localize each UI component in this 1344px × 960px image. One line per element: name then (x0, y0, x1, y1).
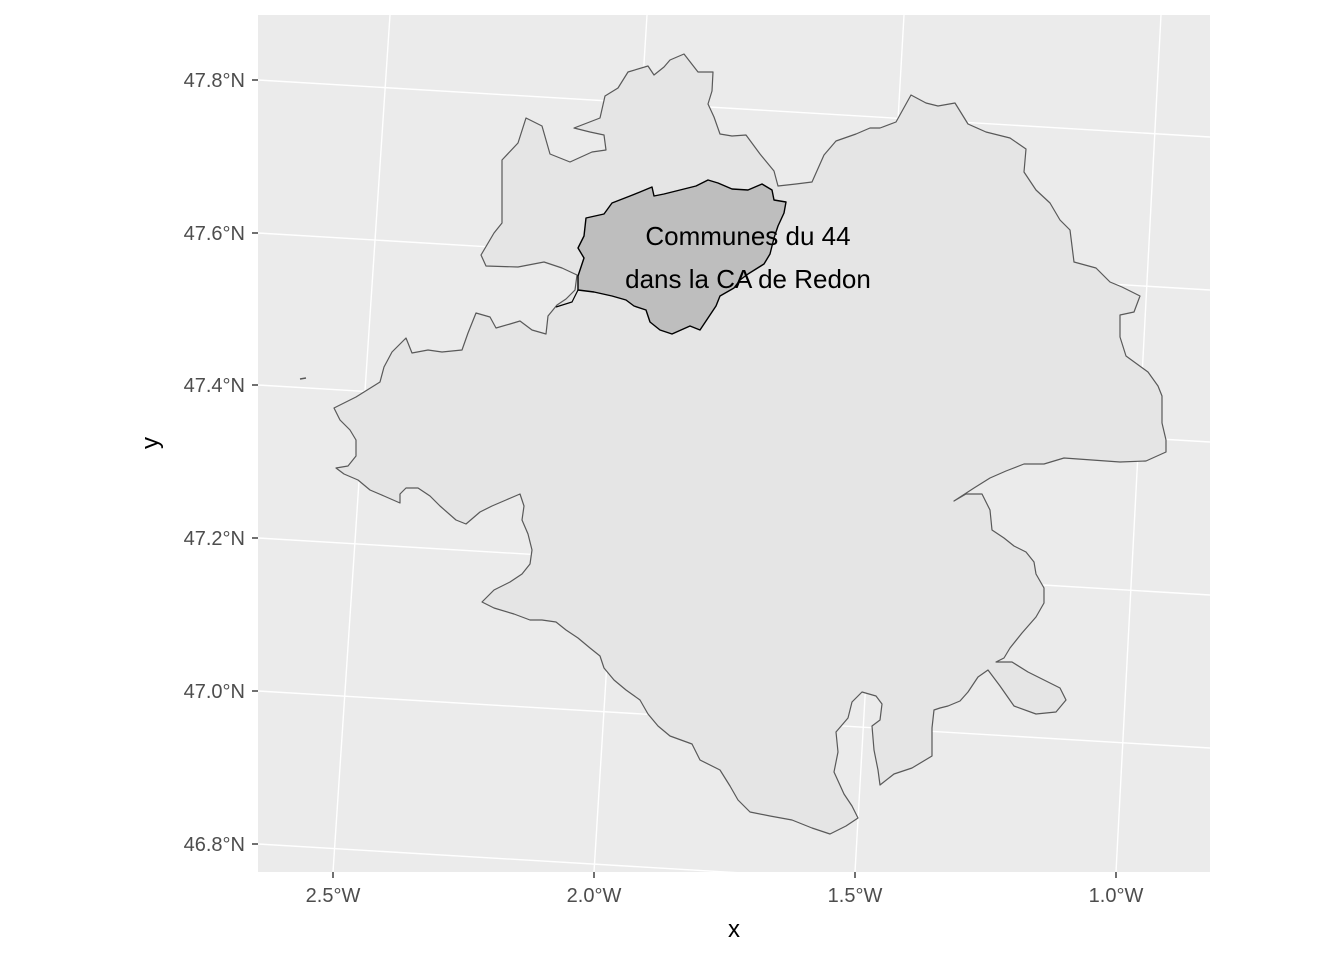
y-tick-label: 47.0°N (184, 681, 245, 703)
redon-connector (555, 289, 579, 308)
x-axis (332, 872, 1117, 878)
annotation-line-2: dans la CA de Redon (625, 264, 871, 294)
y-tick-label: 47.2°N (184, 528, 245, 550)
y-axis-title: y (137, 437, 164, 449)
x-tick-label: 1.0°W (1089, 885, 1144, 907)
annotation-line-1: Communes du 44 (645, 221, 850, 251)
y-tick-label: 47.8°N (184, 70, 245, 92)
region-ca-redon-communes (577, 179, 787, 335)
islet (299, 377, 307, 380)
x-axis-title: x (728, 916, 740, 943)
x-tick-label: 2.5°W (306, 885, 361, 907)
x-tick-label: 1.5°W (828, 885, 883, 907)
y-tick-label: 47.6°N (184, 223, 245, 245)
parallel-46-8 (258, 843, 738, 872)
y-tick-label: 47.4°N (184, 375, 245, 397)
x-tick-label: 2.0°W (567, 885, 622, 907)
y-axis (252, 79, 258, 845)
y-tick-label: 46.8°N (184, 834, 245, 856)
region-loire-atlantique (333, 53, 1167, 835)
parallel-47-8 (258, 79, 1210, 138)
